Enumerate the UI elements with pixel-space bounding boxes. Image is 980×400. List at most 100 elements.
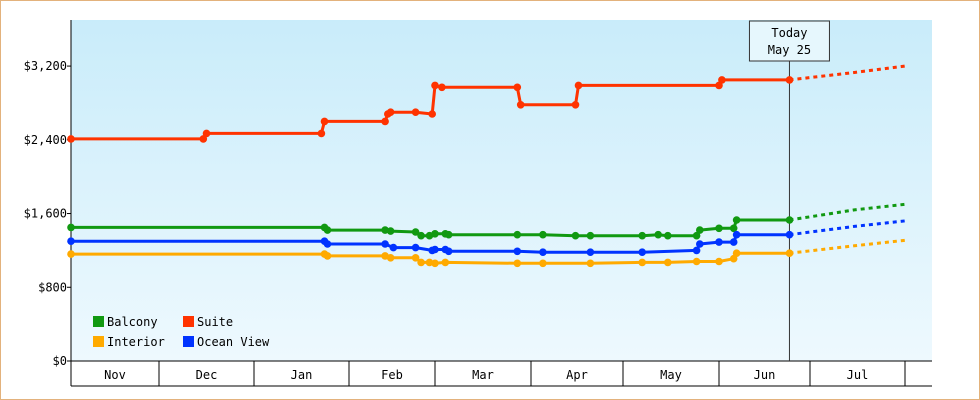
legend-label: Balcony (107, 315, 158, 329)
data-point-suite (199, 135, 208, 143)
data-point-ocean-view (411, 243, 420, 252)
x-tick-label: Apr (566, 368, 588, 382)
data-point-interior (411, 253, 420, 262)
data-point-suite (411, 108, 420, 116)
data-point-suite (718, 76, 726, 84)
data-point-ocean-view (381, 240, 389, 248)
data-point-balcony (431, 230, 439, 238)
data-point-balcony (732, 216, 741, 224)
data-point-suite (785, 76, 794, 84)
series-forecast-ocean-view (789, 219, 906, 237)
data-point-balcony (638, 231, 646, 240)
data-point-ocean-view (732, 230, 741, 239)
data-point-balcony (785, 216, 794, 224)
data-point-balcony (696, 226, 704, 234)
x-tick-label: Mar (472, 368, 494, 382)
data-point-balcony (654, 230, 662, 239)
series-forecast-balcony (789, 202, 906, 222)
data-point-ocean-view (513, 247, 522, 256)
data-point-interior (441, 258, 450, 267)
data-point-interior (732, 249, 741, 257)
data-point-interior (386, 253, 395, 262)
data-point-ocean-view (638, 248, 646, 256)
data-point-ocean-view (67, 237, 75, 245)
data-point-suite (67, 135, 75, 143)
data-point-interior (323, 252, 332, 260)
data-point-ocean-view (389, 243, 398, 252)
data-point-interior (664, 258, 672, 267)
x-tick-label: Jun (754, 368, 776, 382)
y-tick-label: $800 (38, 280, 67, 294)
data-point-suite (317, 129, 326, 138)
data-point-balcony (323, 226, 332, 234)
data-point-balcony (417, 231, 425, 240)
data-point-ocean-view (444, 247, 453, 256)
data-point-interior (586, 259, 595, 268)
data-point-balcony (411, 228, 420, 236)
legend-label: Ocean View (197, 335, 270, 349)
data-point-suite (516, 101, 525, 109)
today-callout-date: May 25 (768, 43, 811, 57)
y-tick-label: $2,400 (24, 133, 67, 147)
data-point-suite (571, 101, 580, 109)
data-point-suite (386, 108, 395, 116)
data-point-balcony (715, 224, 723, 233)
data-point-interior (67, 250, 75, 258)
data-point-balcony (692, 231, 701, 240)
legend-swatch-suite (183, 316, 194, 327)
data-point-balcony (571, 231, 580, 240)
data-point-interior (638, 258, 646, 267)
plot-area (71, 20, 932, 361)
x-tick-label: Jan (291, 368, 313, 382)
data-point-ocean-view (586, 248, 595, 256)
y-tick-label: $1,600 (24, 207, 67, 221)
today-callout-label: Today (771, 26, 807, 40)
data-point-interior (785, 249, 794, 257)
x-tick-label: Feb (381, 368, 403, 382)
data-point-ocean-view (431, 245, 439, 254)
data-point-interior (513, 259, 522, 268)
legend-label: Suite (197, 315, 233, 329)
data-point-balcony (664, 231, 672, 240)
data-point-ocean-view (692, 246, 701, 255)
data-point-ocean-view (785, 230, 794, 239)
series-forecast-suite (789, 64, 906, 82)
data-point-suite (202, 129, 211, 138)
data-point-suite (438, 83, 446, 92)
data-point-balcony (67, 223, 75, 232)
data-point-suite (381, 117, 389, 126)
data-point-suite (428, 110, 437, 118)
data-point-balcony (513, 230, 522, 239)
data-point-balcony (729, 224, 738, 233)
data-point-suite (574, 81, 583, 90)
x-tick-label: Nov (104, 368, 126, 382)
data-point-suite (431, 81, 439, 90)
data-point-ocean-view (539, 248, 547, 256)
legend-swatch-interior (93, 336, 104, 347)
data-point-interior (692, 257, 701, 266)
data-point-ocean-view (729, 238, 738, 246)
data-point-interior (539, 259, 547, 268)
x-tick-label: May (660, 368, 682, 382)
data-point-suite (513, 83, 522, 92)
y-tick-label: $3,200 (24, 59, 67, 73)
data-point-balcony (444, 230, 453, 239)
data-point-balcony (586, 231, 595, 240)
data-point-balcony (386, 227, 395, 235)
data-point-interior (715, 257, 723, 266)
data-point-suite (320, 117, 329, 126)
legend-swatch-balcony (93, 316, 104, 327)
data-point-balcony (539, 230, 547, 239)
series-forecast-interior (789, 238, 906, 255)
legend-label: Interior (107, 335, 165, 349)
today-callout-box (748, 20, 830, 62)
data-point-ocean-view (696, 240, 704, 248)
data-point-ocean-view (715, 238, 723, 246)
legend-swatch-ocean-view (183, 336, 194, 347)
x-tick-label: Dec (196, 368, 218, 382)
data-point-ocean-view (323, 240, 332, 248)
data-point-interior (417, 258, 425, 267)
y-tick-label: $0 (53, 354, 67, 368)
